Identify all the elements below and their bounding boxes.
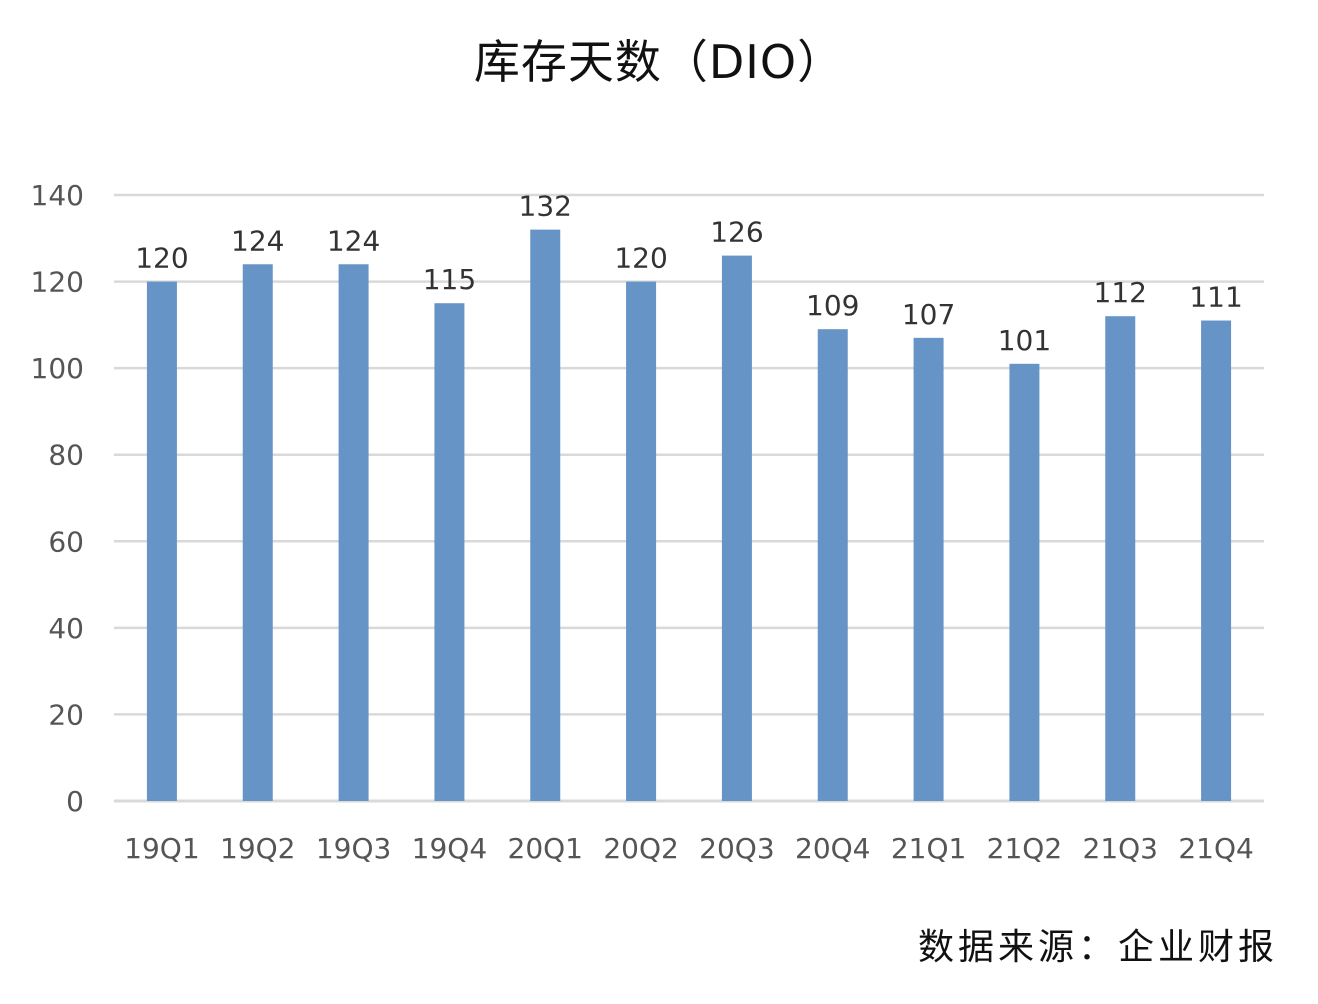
bar [626,281,657,802]
data-label: 126 [710,216,763,249]
data-label: 109 [806,289,859,322]
data-label: 124 [327,224,380,257]
bar [434,303,465,801]
bars [146,229,1232,802]
x-axis-ticks: 19Q1 19Q2 19Q3 19Q4 20Q1 20Q2 20Q3 20Q4 21Q1 21Q2… [124,832,1254,865]
bar [338,264,369,801]
data-label: 112 [1094,276,1147,309]
x-tick-label: 20Q1 [508,832,583,865]
x-tick-label: 19Q4 [412,832,487,865]
source-note: 数据来源：企业财报 [917,927,1278,968]
data-label: 115 [423,263,476,296]
y-tick-label: 100 [31,352,84,385]
x-tick-label: 21Q1 [891,832,966,865]
data-label: 120 [614,242,667,275]
bar [242,264,273,801]
y-tick-label: 40 [48,612,84,645]
y-tick-label: 20 [48,698,84,731]
data-label: 120 [135,242,188,275]
chart-title: 库存天数（DIO） [473,35,845,89]
x-tick-label: 20Q3 [699,832,774,865]
bar [1201,320,1232,801]
y-tick-label: 60 [48,525,84,558]
x-tick-label: 20Q4 [795,832,870,865]
data-label: 132 [519,190,572,223]
bar [146,281,177,802]
bar [1009,363,1040,801]
bar [530,229,561,802]
bar [1105,316,1136,801]
y-tick-label: 80 [48,439,84,472]
y-tick-label: 0 [66,785,84,818]
data-label: 111 [1189,281,1242,314]
bar [817,329,848,801]
x-tick-label: 21Q3 [1083,832,1158,865]
x-tick-label: 19Q3 [316,832,391,865]
data-label: 101 [998,324,1051,357]
y-tick-label: 140 [31,179,84,212]
data-label: 107 [902,298,955,331]
x-tick-label: 19Q2 [220,832,295,865]
x-tick-label: 19Q1 [124,832,199,865]
y-tick-label: 120 [31,266,84,299]
bar [721,255,752,802]
x-tick-label: 21Q2 [987,832,1062,865]
data-labels: 120 124 124 115 132 120 126 109 107 101 112 111 [135,190,1243,357]
data-label: 124 [231,224,284,257]
y-axis-ticks: 0 20 40 60 80 100 120 140 [31,179,84,818]
x-tick-label: 21Q4 [1178,832,1253,865]
gridlines [114,193,1264,803]
bar [913,337,944,801]
x-tick-label: 20Q2 [603,832,678,865]
